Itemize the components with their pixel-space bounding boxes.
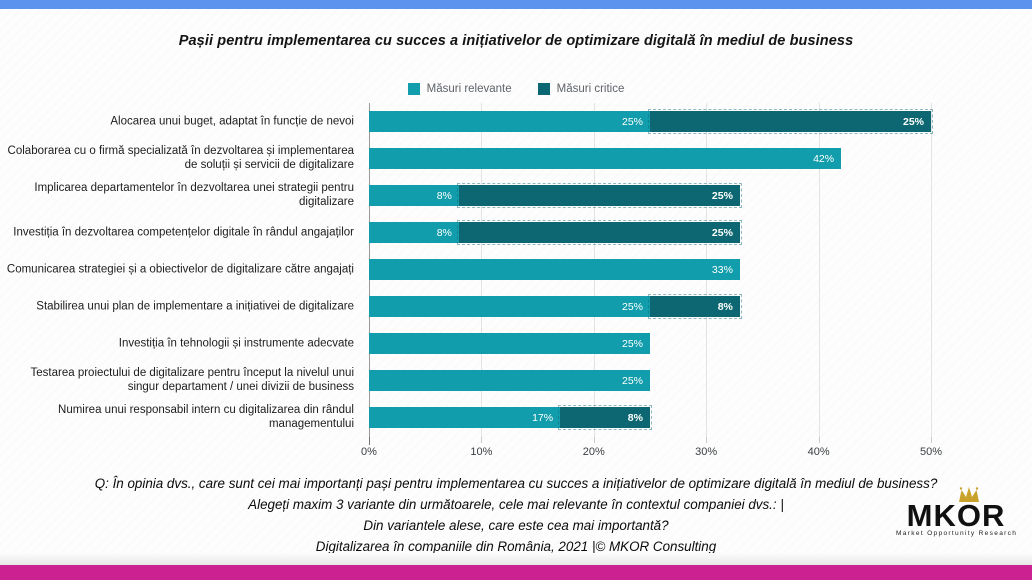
category-label: Testarea proiectului de digitalizare pen…	[30, 366, 354, 394]
category-label: Numirea unui responsabil intern cu digit…	[58, 403, 354, 431]
footer-source: Digitalizarea în companiile din România,…	[315, 539, 717, 554]
legend-item-critice: Măsuri critice	[537, 83, 625, 95]
bar-segment-critice: 8%	[648, 294, 742, 319]
axis-tick-0%	[369, 437, 370, 445]
stacked-bar: 25% 8%	[369, 294, 742, 319]
footer-instruction: Alegeți maxim 3 variante din următoarele…	[248, 497, 784, 512]
value-label: 42%	[813, 152, 835, 165]
x-tick-label: 20%	[582, 446, 605, 458]
stacked-bar: 8% 25%	[369, 220, 742, 245]
bar-segment-relevante: 25%	[369, 370, 650, 391]
bar-segment-critice: 25%	[648, 109, 933, 134]
top-accent-bar	[0, 0, 1032, 9]
stacked-bar: 25%	[369, 370, 650, 391]
x-tick-label: 40%	[807, 446, 830, 458]
category-label: Stabilirea unui plan de implementare a i…	[36, 300, 354, 313]
category-label: Alocarea unui buget, adaptat în funcție …	[110, 115, 354, 128]
bottom-shadow-strip	[0, 553, 1032, 565]
legend-swatch-critice	[537, 83, 550, 95]
stacked-bar: 25% 25%	[369, 109, 933, 134]
stacked-bar: 25%	[369, 333, 650, 354]
x-tick-label: 10%	[470, 446, 493, 458]
crown-icon	[958, 487, 979, 502]
x-tick-label: 50%	[919, 446, 943, 458]
stacked-bar: 8% 25%	[369, 183, 742, 208]
value-label: 17%	[532, 411, 554, 424]
bar-row: Numirea unui responsabil intern cu digit…	[0, 399, 1032, 436]
stacked-bar: 17% 8%	[369, 405, 652, 430]
legend-item-relevante: Măsuri relevante	[407, 83, 512, 95]
stacked-bar: 42%	[369, 148, 842, 169]
value-label: 25%	[711, 226, 733, 239]
chart-title: Pașii pentru implementarea cu succes a i…	[178, 33, 854, 49]
value-label: 25%	[621, 374, 643, 387]
bar-row: Colaborarea cu o firmă specializată în d…	[0, 140, 1032, 177]
gridline-50%	[931, 103, 932, 437]
bar-segment-critice: 8%	[558, 405, 652, 430]
legend-label-critice: Măsuri critice	[556, 83, 625, 95]
axis-tick-30%	[706, 437, 708, 443]
bar-segment-critice: 25%	[456, 220, 742, 245]
mkor-logo-subtext: Market Opportunity Research	[896, 530, 1018, 537]
axis-tick-40%	[818, 437, 820, 443]
bar-segment-relevante: 8%	[369, 185, 459, 206]
value-label: 8%	[627, 411, 643, 424]
value-label: 8%	[436, 189, 452, 202]
value-label: 25%	[621, 337, 643, 350]
value-label: 25%	[902, 115, 924, 128]
bottom-accent-bar	[0, 565, 1032, 580]
bar-segment-relevante: 33%	[369, 259, 740, 280]
chart-legend: Măsuri relevante Măsuri critice	[0, 83, 1032, 95]
category-label: Colaborarea cu o firmă specializată în d…	[7, 144, 354, 172]
category-label: Implicarea departamentelor în dezvoltare…	[34, 181, 354, 209]
x-tick-label: 0%	[361, 446, 377, 458]
x-tick-label: 30%	[695, 446, 718, 458]
gridline-40%	[818, 103, 820, 437]
mkor-logo-text: MKO R	[896, 487, 1016, 533]
bar-segment-critice: 25%	[456, 183, 742, 208]
stacked-bar: 33%	[369, 259, 740, 280]
value-label: 25%	[621, 300, 643, 313]
bar-segment-relevante: 17%	[369, 407, 561, 428]
bar-row: Investiția în tehnologii și instrumente …	[0, 325, 1032, 362]
bar-segment-relevante: 25%	[369, 333, 650, 354]
category-label: Investiția în dezvoltarea competențelor …	[13, 226, 354, 239]
value-label: 25%	[711, 189, 733, 202]
bar-segment-relevante: 8%	[369, 222, 459, 243]
value-label: 25%	[621, 115, 643, 128]
bar-segment-relevante: 25%	[369, 111, 650, 132]
value-label: 33%	[711, 263, 733, 276]
axis-tick-50%	[931, 437, 932, 443]
footer-subquestion: Din variantele alese, care este cea mai …	[363, 518, 669, 533]
mkor-logo: MKO R Market Opportunity Research	[896, 487, 1018, 537]
bar-row: Implicarea departamentelor în dezvoltare…	[0, 177, 1032, 214]
legend-swatch-relevante	[407, 83, 420, 95]
bar-row: Testarea proiectului de digitalizare pen…	[0, 362, 1032, 399]
footer-question: Q: În opinia dvs., care sunt cei mai imp…	[94, 476, 938, 491]
axis-tick-10%	[481, 437, 483, 443]
bar-segment-relevante: 25%	[369, 296, 650, 317]
value-label: 8%	[717, 300, 733, 313]
bar-row: Investiția în dezvoltarea competențelor …	[0, 214, 1032, 251]
bar-row: Alocarea unui buget, adaptat în funcție …	[0, 103, 1032, 140]
category-label: Comunicarea strategiei și a obiectivelor…	[6, 263, 354, 276]
legend-label-relevante: Măsuri relevante	[426, 83, 512, 95]
stacked-bar-chart: 0% 10% 20% 30% 40% 50% Alocarea unui buget, ad…	[0, 103, 1032, 465]
category-label: Investiția în tehnologii și instrumente …	[118, 337, 354, 350]
axis-tick-20%	[593, 437, 595, 443]
bar-segment-relevante: 42%	[369, 148, 842, 169]
footer-notes: Q: În opinia dvs., care sunt cei mai imp…	[0, 473, 1032, 557]
value-label: 8%	[436, 226, 452, 239]
bar-row: Stabilirea unui plan de implementare a i…	[0, 288, 1032, 325]
bar-row: Comunicarea strategiei și a obiectivelor…	[0, 251, 1032, 288]
